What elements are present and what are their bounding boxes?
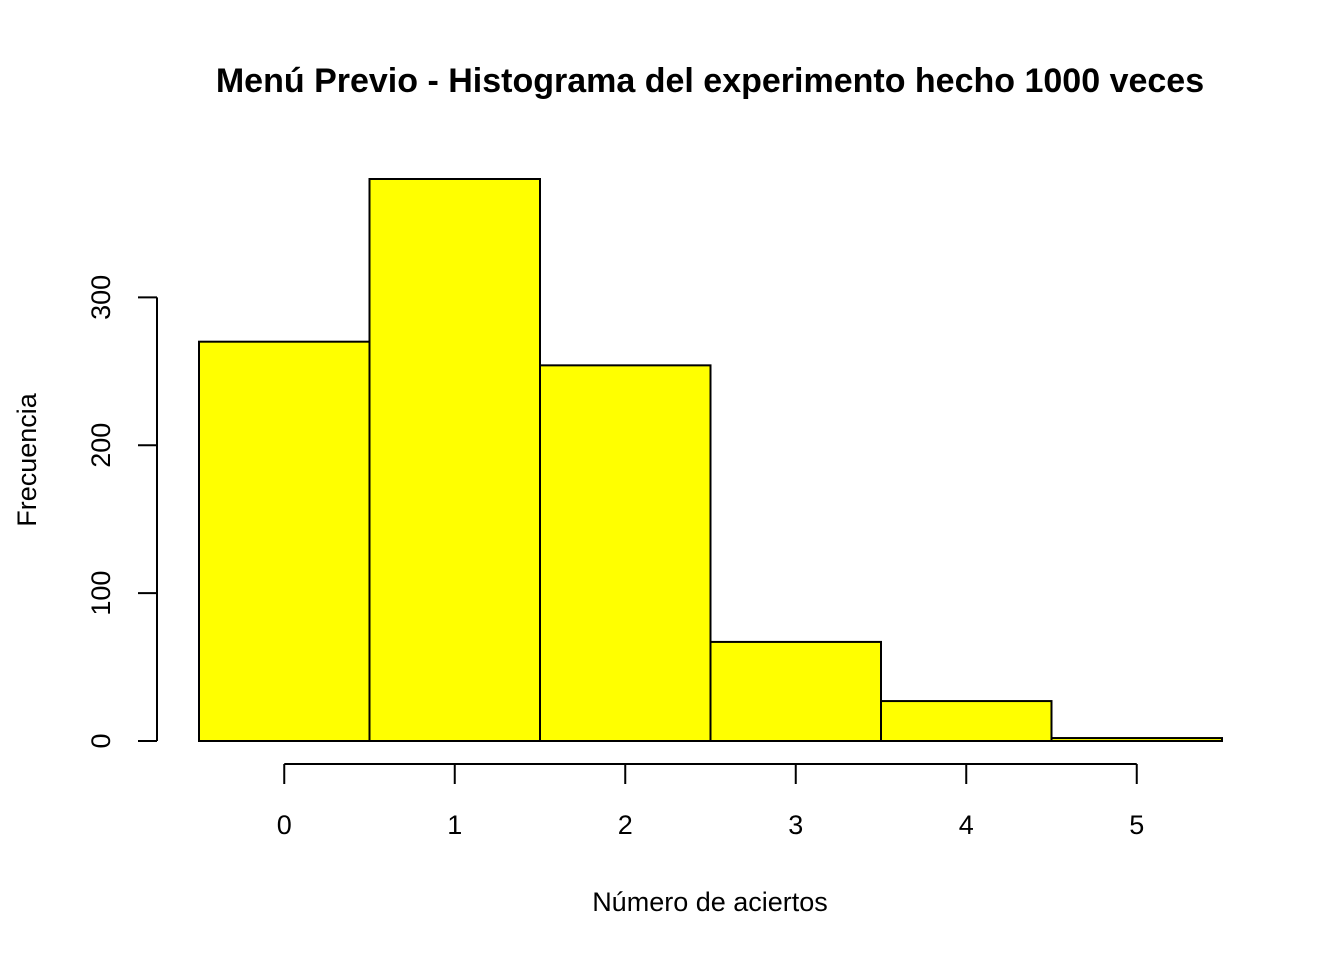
histogram-bar-0 bbox=[198, 340, 371, 742]
y-tick-label-200: 200 bbox=[86, 423, 116, 468]
x-tick-label-5: 5 bbox=[1129, 810, 1144, 840]
chart-title: Menú Previo - Histograma del experimento… bbox=[216, 62, 1204, 100]
histogram-bar-1 bbox=[368, 178, 541, 742]
x-tick-label-0: 0 bbox=[277, 810, 292, 840]
bars-layer bbox=[198, 178, 1223, 743]
x-tick-label-3: 3 bbox=[788, 810, 803, 840]
x-tick-label-2: 2 bbox=[618, 810, 633, 840]
x-tick-label-1: 1 bbox=[447, 810, 462, 840]
histogram-bar-5 bbox=[1050, 737, 1223, 743]
histogram-bar-4 bbox=[880, 700, 1053, 742]
y-tick-label-100: 100 bbox=[86, 571, 116, 616]
y-axis: 0 100 200 300 bbox=[86, 275, 158, 749]
x-tick-label-4: 4 bbox=[959, 810, 974, 840]
x-axis: 0 1 2 3 4 5 bbox=[277, 763, 1144, 840]
histogram-bar-3 bbox=[709, 640, 882, 742]
histogram-bar-2 bbox=[539, 364, 712, 742]
y-tick-label-0: 0 bbox=[86, 733, 116, 748]
y-axis-label: Frecuencia bbox=[12, 392, 42, 527]
x-axis-label: Número de aciertos bbox=[592, 887, 828, 917]
y-tick-label-300: 300 bbox=[86, 275, 116, 320]
